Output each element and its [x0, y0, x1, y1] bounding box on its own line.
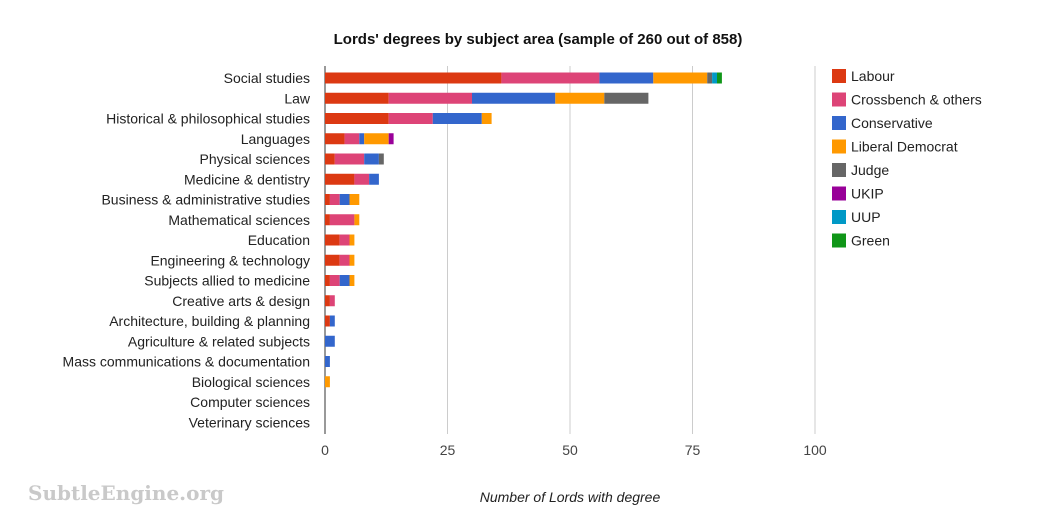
bar-segment: [325, 316, 330, 327]
category-label: Education: [248, 232, 310, 248]
bar-segment: [364, 133, 389, 144]
legend-swatch: [832, 234, 846, 248]
bar-segment: [350, 194, 360, 205]
legend-label: UKIP: [851, 186, 884, 202]
legend-swatch: [832, 93, 846, 107]
bar-segment: [325, 113, 389, 124]
category-label: Business & administrative studies: [101, 192, 310, 208]
category-label: Languages: [241, 131, 310, 147]
bar-segment: [472, 93, 555, 104]
legend-swatch: [832, 116, 846, 130]
bar-segment: [599, 73, 653, 84]
category-label: Mass communications & documentation: [63, 354, 310, 370]
bar-segment: [325, 376, 330, 387]
bar-segment: [330, 194, 340, 205]
bar-segment: [330, 214, 355, 225]
category-label: Computer sciences: [190, 394, 310, 410]
bar-segment: [325, 133, 345, 144]
bar-segment: [653, 73, 707, 84]
category-label: Historical & philosophical studies: [106, 111, 310, 127]
category-label: Mathematical sciences: [168, 212, 310, 228]
category-label: Agriculture & related subjects: [128, 333, 310, 349]
bar-segment: [325, 235, 340, 246]
bar-segment: [482, 113, 492, 124]
bar-segment: [555, 93, 604, 104]
category-label: Social studies: [224, 70, 310, 86]
bar-segment: [325, 356, 330, 367]
bar-segment: [340, 194, 350, 205]
category-label: Medicine & dentistry: [184, 171, 310, 187]
bar-segment: [330, 275, 340, 286]
legend-swatch: [832, 140, 846, 154]
bar-segment: [501, 73, 599, 84]
category-label: Subjects allied to medicine: [144, 273, 310, 289]
x-tick-label: 50: [562, 442, 578, 458]
bar-segment: [717, 73, 722, 84]
category-label: Veterinary sciences: [189, 414, 310, 430]
bar-segment: [325, 336, 335, 347]
bar-segment: [325, 194, 330, 205]
bar-segment: [325, 154, 335, 165]
bar-segment: [325, 275, 330, 286]
category-label: Creative arts & design: [172, 293, 310, 309]
legend-swatch: [832, 187, 846, 201]
bar-segment: [340, 235, 350, 246]
category-label: Physical sciences: [200, 151, 311, 167]
legend-label: UUP: [851, 209, 881, 225]
x-tick-label: 75: [685, 442, 701, 458]
legend-swatch: [832, 210, 846, 224]
bar-segment: [325, 174, 354, 185]
x-tick-label: 0: [321, 442, 329, 458]
x-axis-label: Number of Lords with degree: [480, 489, 661, 505]
category-label: Biological sciences: [192, 374, 310, 390]
bar-segment: [335, 154, 364, 165]
bar-segment: [345, 133, 360, 144]
category-label: Law: [284, 90, 311, 106]
bar-segment: [359, 133, 364, 144]
bar-segment: [707, 73, 712, 84]
bar-segment: [325, 295, 330, 306]
bar-segment: [340, 255, 350, 266]
bar-segment: [389, 133, 394, 144]
bars: [325, 73, 722, 388]
category-labels: Social studies Law Historical & philosophi…: [63, 70, 311, 430]
bar-segment: [350, 255, 355, 266]
bar-segment: [433, 113, 482, 124]
bar-segment: [389, 113, 433, 124]
bar-segment: [604, 93, 648, 104]
legend-swatch: [832, 163, 846, 177]
bar-segment: [354, 214, 359, 225]
bar-segment: [712, 73, 717, 84]
chart-title: Lords' degrees by subject area (sample o…: [334, 31, 743, 48]
bar-segment: [389, 93, 472, 104]
bar-segment: [379, 154, 384, 165]
legend-label: Crossbench & others: [851, 92, 982, 108]
legend-label: Conservative: [851, 115, 933, 131]
bar-segment: [354, 174, 369, 185]
bar-segment: [340, 275, 350, 286]
legend-label: Judge: [851, 162, 889, 178]
x-tick-labels: 0 25 50 75 100: [321, 442, 827, 458]
bar-segment: [350, 275, 355, 286]
bar-segment: [325, 214, 330, 225]
bar-segment: [325, 73, 501, 84]
legend-label: Liberal Democrat: [851, 139, 958, 155]
bar-segment: [369, 174, 379, 185]
bar-segment: [325, 93, 389, 104]
legend-label: Labour: [851, 68, 895, 84]
legend-swatch: [832, 69, 846, 83]
bar-segment: [330, 295, 335, 306]
bar-segment: [330, 316, 335, 327]
category-label: Engineering & technology: [150, 252, 310, 268]
watermark: SubtleEngine.org: [28, 481, 224, 505]
x-tick-label: 100: [803, 442, 827, 458]
bar-segment: [350, 235, 355, 246]
bar-segment: [364, 154, 379, 165]
x-tick-label: 25: [440, 442, 456, 458]
category-label: Architecture, building & planning: [109, 313, 310, 329]
bar-segment: [325, 255, 340, 266]
legend-label: Green: [851, 233, 890, 249]
legend: Labour Crossbench & others Conservative Lib…: [832, 68, 982, 249]
